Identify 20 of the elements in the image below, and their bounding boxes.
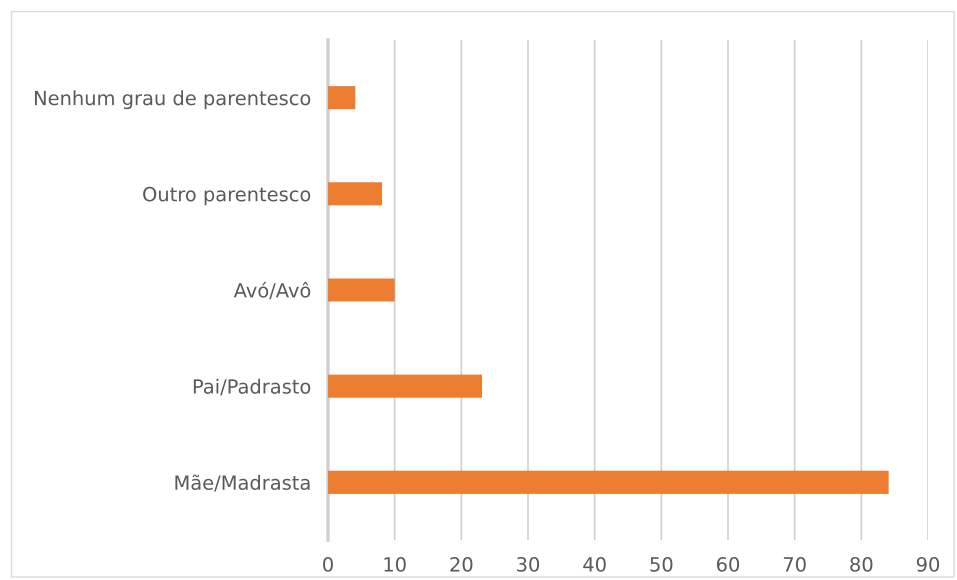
x-tick-label: 80 [850,557,872,572]
bar [328,86,356,110]
x-tick-label: 20 [450,557,472,572]
x-tick-label: 30 [517,557,540,572]
x-tick-label: 60 [716,557,740,572]
y-tick-label: Nenhum grau de parentesco [34,90,310,110]
x-tick-label: 90 [916,557,940,572]
x-tick-label: 70 [784,557,806,572]
y-tick-label: Avó/Avô [234,282,310,300]
y-tick-label: Mãe/Madrasta [175,474,310,492]
y-tick-label: Pai/Padrasto [194,378,310,396]
x-tick-label: 10 [384,557,406,572]
bar [328,182,382,206]
bar [328,278,395,302]
bar [328,470,889,494]
x-tick-label: 50 [650,557,672,572]
bar [328,374,482,398]
y-tick-label: Outro parentesco [143,186,310,206]
x-tick-label: 0 [323,557,333,572]
x-tick-label: 40 [583,557,606,572]
